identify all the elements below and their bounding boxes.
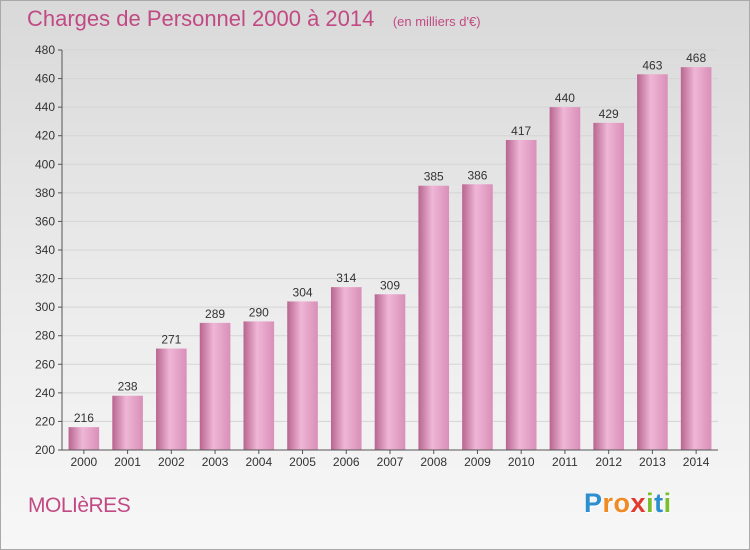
bar-2011 — [549, 107, 581, 451]
x-tick-label-2006: 2006 — [333, 455, 360, 469]
y-tick-label: 320 — [35, 272, 55, 286]
bar-2014 — [680, 67, 712, 451]
data-label-2003: 289 — [205, 307, 225, 321]
x-tick-label-2005: 2005 — [289, 455, 316, 469]
y-tick-label: 200 — [35, 443, 55, 457]
y-tick-label: 280 — [35, 329, 55, 343]
bar-2000 — [68, 427, 100, 450]
x-tick-label-2012: 2012 — [595, 455, 622, 469]
x-tick-label-2009: 2009 — [464, 455, 491, 469]
bar-2009 — [462, 184, 493, 451]
bar-2012 — [593, 122, 624, 450]
bar-2005 — [287, 301, 318, 450]
x-tick-label-2011: 2011 — [552, 455, 578, 469]
bars — [68, 67, 712, 451]
y-tick-label: 300 — [35, 300, 55, 314]
data-label-2000: 216 — [74, 411, 94, 425]
data-label-2004: 290 — [249, 305, 269, 319]
data-labels: 216 238 271 289 290 304 314 309 385 386 417 440 429 4… — [74, 51, 707, 425]
data-label-2012: 429 — [599, 107, 619, 121]
bar-2013 — [637, 74, 668, 451]
data-label-2001: 238 — [118, 380, 138, 394]
x-tick-label-2008: 2008 — [420, 455, 447, 469]
logo-letter: P — [584, 488, 603, 518]
y-tick-label: 400 — [35, 157, 55, 171]
data-label-2011: 440 — [555, 91, 575, 105]
logo-letter: o — [613, 488, 631, 518]
x-tick-label-2010: 2010 — [508, 455, 535, 469]
logo-letter: t — [654, 488, 664, 518]
data-label-2009: 386 — [467, 168, 487, 182]
y-tick-label: 480 — [35, 43, 55, 57]
x-tick-label-2000: 2000 — [71, 455, 98, 469]
x-tick-label-2014: 2014 — [683, 455, 710, 469]
data-label-2005: 304 — [293, 285, 313, 299]
logo-letter: i — [663, 488, 672, 518]
x-tick-label-2003: 2003 — [202, 455, 229, 469]
data-label-2008: 385 — [424, 170, 444, 184]
proxiti-logo: Proxiti — [584, 488, 672, 519]
data-label-2006: 314 — [336, 271, 356, 285]
axes: 200 220 240 260 280 300 320 340 360 380 400 420 440 4… — [35, 43, 718, 469]
bar-2007 — [374, 294, 406, 450]
x-tick-label-2002: 2002 — [158, 455, 185, 469]
logo-letter: i — [646, 488, 655, 518]
bar-2001 — [112, 395, 143, 450]
logo-letter: x — [630, 488, 647, 518]
data-label-2013: 463 — [642, 58, 662, 72]
y-tick-label: 420 — [35, 129, 55, 143]
y-tick-label: 380 — [35, 186, 55, 200]
title-block: Charges de Personnel 2000 à 2014 (en mil… — [27, 6, 481, 32]
commune-name: MOLIèRES — [28, 494, 131, 517]
x-tick-label-2001: 2001 — [114, 455, 141, 469]
y-tick-label: 340 — [35, 243, 55, 257]
y-tick-label: 360 — [35, 214, 55, 228]
logo-letter: r — [602, 488, 614, 518]
y-tick-label: 260 — [35, 357, 55, 371]
data-label-2014: 468 — [686, 51, 706, 65]
bar-2010 — [505, 140, 537, 450]
chart-subtitle: (en milliers d'€) — [392, 14, 481, 29]
y-tick-label: 240 — [35, 386, 55, 400]
x-tick-label-2004: 2004 — [245, 455, 272, 469]
data-label-2010: 417 — [511, 124, 531, 138]
x-tick-label-2007: 2007 — [377, 455, 404, 469]
data-label-2007: 309 — [380, 278, 400, 292]
bar-2002 — [156, 348, 187, 450]
y-tick-label: 220 — [35, 414, 55, 428]
data-label-2002: 271 — [161, 333, 181, 347]
bar-2006 — [330, 287, 362, 450]
x-tick-label-2013: 2013 — [639, 455, 666, 469]
bar-2004 — [243, 321, 275, 450]
chart-title: Charges de Personnel 2000 à 2014 — [27, 6, 375, 31]
y-tick-label: 460 — [35, 72, 55, 86]
bar-2008 — [418, 185, 450, 450]
bar-2003 — [199, 322, 231, 450]
y-tick-label: 440 — [35, 100, 55, 114]
